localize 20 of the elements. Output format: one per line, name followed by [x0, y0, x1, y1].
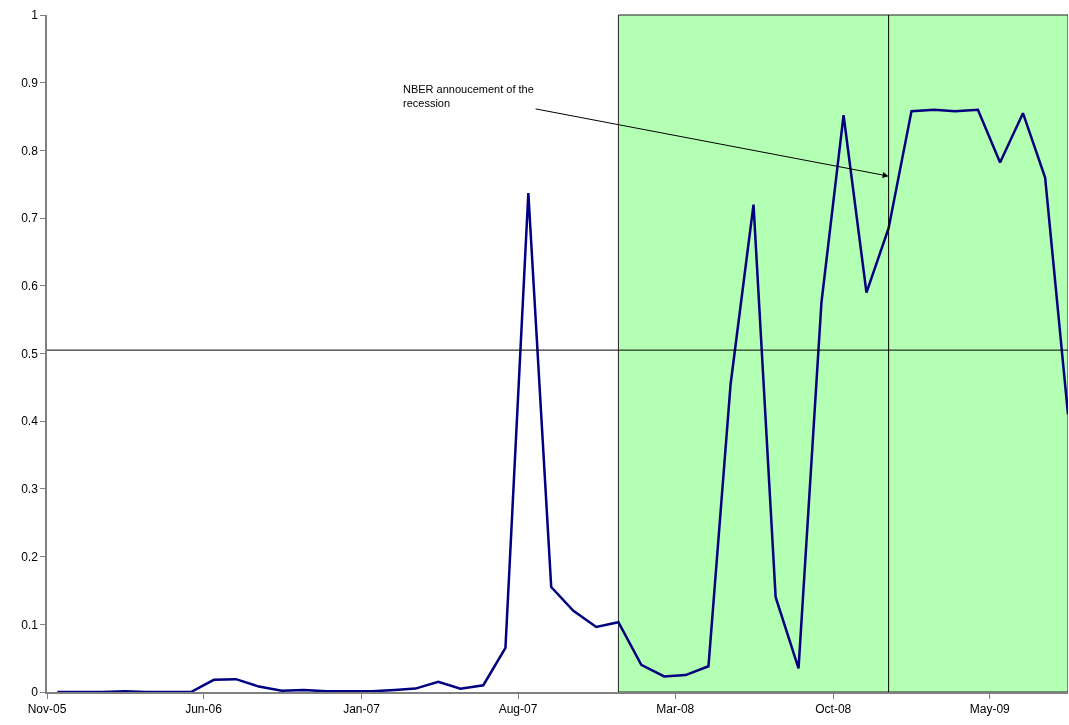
y-tick-label: 0.8: [21, 143, 39, 158]
x-tick-label: Nov-05: [27, 702, 67, 717]
x-tick-label: Mar-08: [656, 702, 695, 717]
y-tick-label: 0.3: [21, 482, 39, 497]
y-tick-label: 0.4: [21, 414, 39, 429]
x-tick-label: Aug-07: [498, 702, 538, 717]
x-tick-label: Jan-07: [343, 702, 381, 717]
y-tick-label: 0.7: [21, 211, 39, 226]
y-tick-label: 0.1: [21, 617, 39, 632]
line-series: [56, 108, 1068, 692]
annotation: NBER annoucement of the recession: [403, 83, 534, 110]
y-tick-label: 0.9: [21, 75, 39, 90]
y-tick-label: 1: [31, 8, 39, 23]
x-tick-label: Jun-06: [185, 702, 223, 717]
x-tick-label: May-09: [969, 702, 1011, 717]
y-tick-label: 0.5: [21, 346, 39, 361]
y-tick-label: 0.2: [21, 549, 39, 564]
x-tick-label: Oct-08: [815, 702, 852, 717]
y-tick-label: 0: [31, 685, 39, 700]
y-tick-label: 0.6: [21, 279, 39, 293]
